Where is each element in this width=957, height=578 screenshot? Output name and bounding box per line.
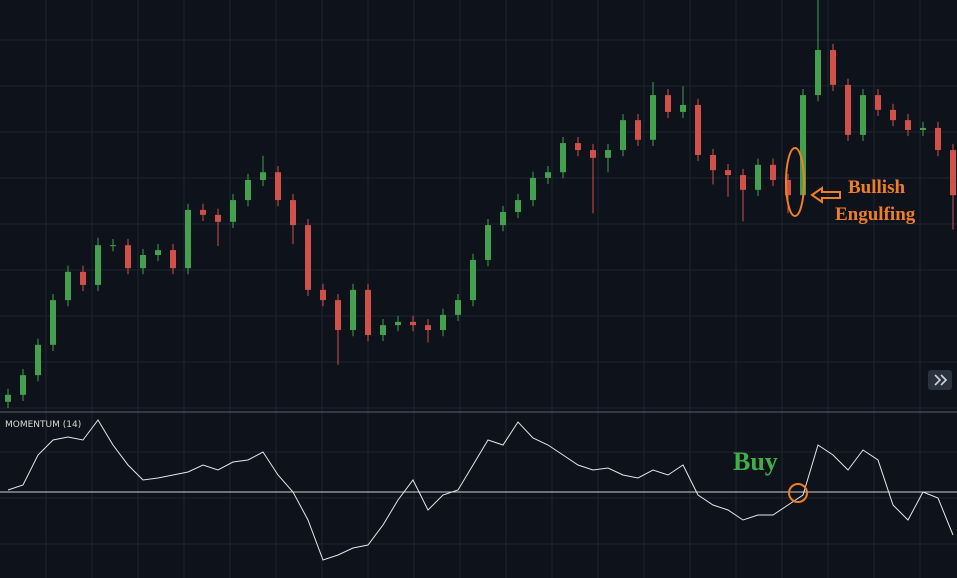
candle-body [650, 95, 656, 140]
candle-body [845, 84, 851, 135]
candle-body [590, 150, 596, 158]
candle-body [230, 200, 236, 222]
candle-body [800, 95, 806, 196]
candle-body [425, 325, 431, 331]
candle-body [80, 271, 86, 285]
candle-body [185, 209, 191, 269]
candle-body [785, 179, 791, 196]
candle-body [20, 375, 26, 395]
candle-body [890, 109, 896, 121]
candle-body [815, 50, 821, 96]
candle-body [290, 200, 296, 226]
candle-body [170, 250, 176, 269]
candle-body [260, 172, 266, 180]
momentum-line [7, 419, 954, 561]
candle-body [245, 179, 251, 201]
candle-body [5, 394, 11, 402]
candle-body [755, 164, 761, 190]
candle-body [665, 95, 671, 112]
candle-body [560, 143, 566, 173]
chevron-icon[interactable] [934, 374, 948, 386]
candle-body [875, 95, 881, 110]
candle-body [860, 95, 866, 135]
candle-body [545, 172, 551, 178]
candle-body [440, 314, 446, 331]
candle-body [620, 120, 626, 151]
candle-body [905, 120, 911, 130]
candle-body [65, 271, 71, 301]
candle-body [110, 245, 116, 247]
candle-body [350, 289, 356, 331]
signal-circle [788, 483, 808, 503]
candle-body [140, 255, 146, 269]
candle-body [530, 177, 536, 201]
candle-body [740, 175, 746, 190]
candle-body [680, 104, 686, 112]
candle-body [50, 300, 56, 345]
candle-body [515, 200, 521, 212]
candle-body [500, 211, 506, 226]
candle-body [950, 150, 956, 196]
candles [5, 0, 956, 408]
candle-body [200, 209, 206, 215]
candle-body [920, 127, 926, 130]
candle-body [395, 321, 401, 326]
momentum-pane [7, 419, 954, 561]
candle-body [770, 164, 776, 180]
candle-body [575, 143, 581, 151]
annotation-line: Bullish [848, 177, 905, 198]
candle-body [335, 300, 341, 331]
candle-body [710, 154, 716, 171]
candle-body [455, 300, 461, 315]
candle-body [125, 245, 131, 269]
candle-body [275, 172, 281, 201]
candle-body [215, 214, 221, 222]
annotation-line: Engulfing [835, 204, 916, 225]
candle-body [470, 259, 476, 301]
candle-body [935, 127, 941, 151]
candle-body [635, 120, 641, 140]
candle-body [365, 289, 371, 335]
arrow [810, 186, 841, 204]
candle-body [305, 225, 311, 290]
candle-body [35, 344, 41, 376]
indicator-title: MOMENTUM (14) [5, 420, 81, 430]
candle-body [605, 150, 611, 158]
highlight-ellipse [785, 147, 805, 217]
candle-body [695, 104, 701, 155]
candle-body [95, 245, 101, 285]
candle-body [485, 225, 491, 260]
scroll-button[interactable] [928, 370, 952, 390]
candle-body [155, 250, 161, 256]
candle-body [380, 325, 386, 335]
candle-body [725, 170, 731, 176]
signal-label: Buy [733, 447, 778, 476]
candle-body [320, 289, 326, 301]
candle-body [410, 321, 416, 326]
candle-body [830, 50, 836, 85]
